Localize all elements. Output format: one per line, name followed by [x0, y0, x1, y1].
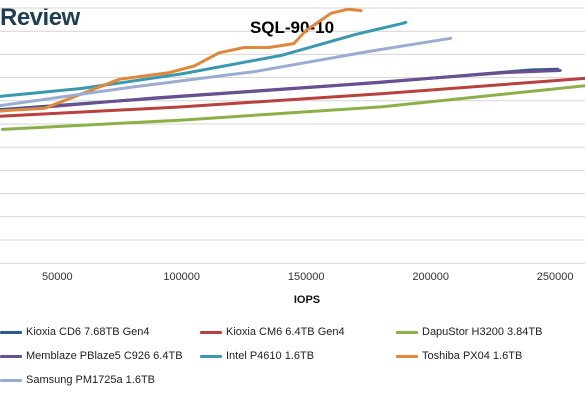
x-tick-label: 250000 [537, 271, 574, 283]
legend-item: Kioxia CD6 7.68TB Gen4 [0, 322, 150, 342]
legend-label: Kioxia CM6 6.4TB Gen4 [226, 326, 345, 338]
legend-swatch [200, 330, 222, 334]
series-lines [0, 7, 585, 131]
legend-label: Memblaze PBlaze5 C926 6.4TB [26, 350, 183, 362]
legend-swatch [0, 354, 22, 358]
series-line-7 [0, 36, 453, 108]
legend-label: Samsung PM1725a 1.6TB [26, 374, 156, 386]
x-tick-label: 100000 [163, 271, 200, 283]
legend-swatch [200, 354, 222, 358]
gridlines [0, 7, 585, 264]
legend-item: Toshiba PX04 1.6TB [396, 346, 522, 366]
legend-swatch [396, 354, 418, 358]
chart-title: SQL-90-10 [250, 18, 334, 37]
legend-label: DapuStor H3200 3.84TB [422, 326, 543, 338]
x-tick-label: 150000 [288, 271, 325, 283]
legend-label: Intel P4610 1.6TB [226, 350, 315, 362]
legend-item: Kioxia CM6 6.4TB Gen4 [200, 322, 345, 342]
series-line-6 [0, 7, 363, 113]
legend-label: Kioxia CD6 7.68TB Gen4 [26, 326, 150, 338]
legend: Kioxia CD6 7.68TB Gen4 Kioxia CM6 6.4TB G… [0, 322, 585, 394]
legend-item: DapuStor H3200 3.84TB [396, 322, 542, 342]
legend-item: Intel P4610 1.6TB [200, 346, 314, 366]
x-axis-ticks: 50000 100000 150000 200000 250000 [42, 271, 573, 283]
legend-item: Samsung PM1725a 1.6TB [0, 370, 155, 390]
series-line-4 [0, 69, 562, 113]
x-tick-label: 50000 [42, 271, 73, 283]
legend-swatch [0, 378, 22, 382]
legend-item: Memblaze PBlaze5 C926 6.4TB [0, 346, 183, 366]
series-line-5 [0, 20, 408, 98]
x-axis-label: IOPS [294, 294, 320, 306]
legend-swatch [396, 330, 418, 334]
series-line-3 [1, 84, 585, 131]
legend-swatch [0, 330, 22, 334]
legend-label: Toshiba PX04 1.6TB [422, 350, 523, 362]
series-line-2 [0, 76, 585, 118]
line-chart: SQL-90-10 50000 100000 150000 200000 250000 … [0, 7, 585, 306]
x-tick-label: 200000 [412, 271, 449, 283]
